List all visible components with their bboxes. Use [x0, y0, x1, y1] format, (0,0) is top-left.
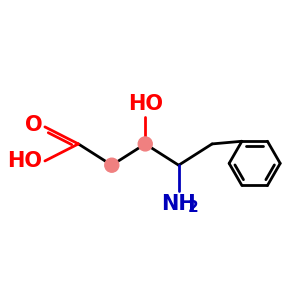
- Circle shape: [138, 137, 152, 151]
- Text: HO: HO: [7, 151, 42, 171]
- Text: HO: HO: [128, 94, 163, 113]
- Text: 2: 2: [188, 200, 199, 215]
- Text: NH: NH: [161, 194, 196, 214]
- Text: O: O: [25, 115, 43, 135]
- Circle shape: [105, 158, 119, 172]
